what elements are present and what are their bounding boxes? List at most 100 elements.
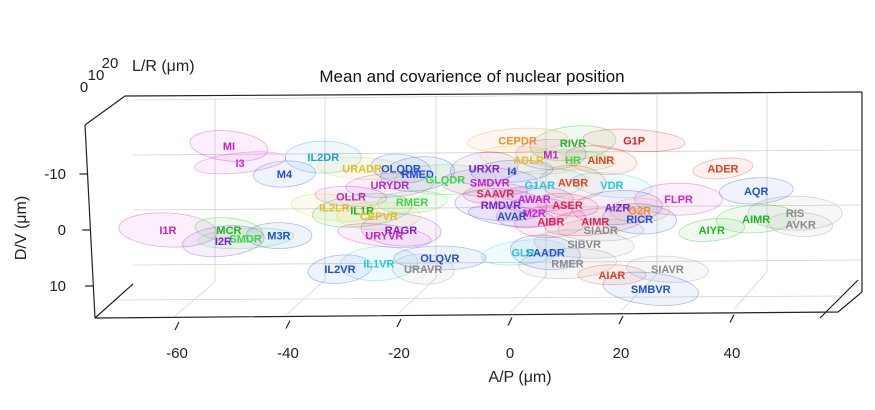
covariance-ellipse (193, 151, 287, 175)
nucleus-label: G2R (628, 205, 651, 217)
x-tick-mark (396, 318, 402, 328)
covariance-ellipse (718, 177, 794, 205)
nucleus-label: RMDVR (481, 200, 521, 212)
nucleus-label: AIBR (537, 217, 564, 229)
covariance-ellipse (518, 248, 617, 280)
nucleus-label: AVAR (497, 211, 527, 223)
nucleus-label: G1P (623, 135, 645, 147)
nucleus-label: SIBVR (567, 239, 601, 251)
covariance-ellipse (539, 164, 607, 200)
nucleus-label: AINR (587, 155, 614, 167)
nucleus-label: M1 (543, 149, 558, 161)
covariance-ellipse (602, 271, 699, 306)
covariance-ellipse (253, 160, 316, 188)
nucleus-label: RMER (396, 197, 428, 209)
nucleus-label: SMDR (229, 233, 261, 245)
covariance-ellipse (514, 205, 588, 239)
covariance-ellipse (336, 201, 422, 231)
nucleus-label: M4 (277, 169, 293, 181)
chart-title: Mean and covarience of nuclear position (319, 67, 624, 86)
covariance-ellipse (768, 211, 833, 237)
nucleus-label: IL2VR (324, 264, 355, 276)
nucleus-label: MCR (216, 225, 241, 237)
covariance-ellipse (118, 212, 218, 248)
y-tick-label: 10 (49, 278, 66, 295)
nucleus-label: GLQDR (426, 175, 466, 187)
nucleus-label: MI (223, 141, 235, 153)
covariance-ellipse (492, 169, 587, 202)
x-tick-mark (174, 321, 180, 331)
nucleus-label: URXR (469, 163, 500, 175)
covariance-ellipse (602, 203, 678, 235)
nucleus-label: AVKR (785, 219, 815, 231)
covariance-ellipse (380, 156, 455, 192)
nucleus-label: OLLR (336, 191, 366, 203)
covariance-ellipse (529, 125, 617, 162)
nucleus-label: RAGR (385, 225, 417, 237)
x-tick-label: -40 (277, 345, 299, 362)
nucleus-label: RIVR (560, 138, 586, 150)
covariance-ellipse (495, 198, 573, 229)
covariance-ellipse (441, 167, 539, 197)
x-tick-label: -60 (166, 345, 188, 362)
nucleus-label: AQR (744, 186, 769, 198)
nucleus-label: FLPR (664, 194, 693, 206)
x-tick-mark (507, 317, 513, 326)
nucleus-label: I1R (159, 225, 176, 237)
nucleus-label: M2R (523, 208, 546, 220)
nucleus-label: SAAVR (476, 189, 514, 201)
covariance-ellipse (245, 222, 313, 250)
nucleus-label: RMER (551, 259, 583, 271)
covariance-ellipse (470, 159, 554, 183)
covariance-ellipse (393, 164, 497, 196)
covariance-ellipse (449, 151, 519, 186)
covariance-ellipse (454, 188, 548, 222)
nucleus-label: ADLR (513, 155, 544, 167)
nucleus-label: URAVR (404, 264, 442, 276)
covariance-ellipse (311, 193, 413, 228)
nucleus-label: RIS (786, 208, 804, 220)
nucleus-label: AWAR (518, 194, 551, 206)
x-tick-mark (618, 315, 624, 325)
nucleus-label: IL1VR (363, 259, 394, 271)
nucleus-label: AIMR (742, 214, 770, 226)
z-tick-label: 20 (102, 55, 119, 72)
covariance-ellipse (515, 138, 587, 170)
covariance-ellipse (291, 193, 378, 222)
x-axis-ticks: -60 -40 -20 0 20 40 (166, 314, 740, 362)
y-axis-label: D/V (μm) (13, 196, 30, 260)
covariance-ellipse (467, 127, 568, 154)
nucleus-label: HR (565, 155, 581, 167)
covariance-ellipse (634, 182, 723, 216)
covariance-ellipses (118, 125, 843, 306)
covariance-ellipse (544, 207, 647, 236)
covariance-ellipse (582, 128, 686, 153)
x-tick-label: 20 (613, 345, 630, 362)
plot-box (84, 91, 863, 319)
nucleus-label: SMBVR (631, 284, 671, 296)
covariance-ellipse (494, 185, 574, 213)
nucleus-label: URYVR (365, 231, 403, 243)
covariance-ellipse (479, 145, 578, 175)
covariance-ellipse (462, 183, 528, 205)
nucleus-label: M3R (267, 231, 290, 243)
z-tick-label: 0 (80, 79, 88, 96)
z-axis-label: L/R (μm) (132, 58, 195, 75)
covariance-ellipse (391, 253, 455, 285)
covariance-ellipse (314, 185, 388, 207)
covariance-ellipse (572, 190, 663, 226)
covariance-ellipse (678, 218, 746, 242)
covariance-ellipse (189, 130, 269, 162)
nucleus-label: G1AR (524, 180, 555, 192)
x-tick-label: -20 (388, 345, 410, 362)
covariance-ellipse (370, 153, 432, 184)
covariance-ellipse (557, 218, 645, 242)
nucleus-label: URYDR (371, 180, 410, 192)
nucleus-label: AIZR (605, 203, 631, 215)
nucleus-label: AIAR (598, 270, 625, 282)
y-tick-label: -10 (44, 166, 66, 183)
covariance-ellipse (510, 234, 581, 271)
nucleus-label: I4 (507, 166, 517, 178)
nucleus-label: CEPDR (498, 135, 537, 147)
